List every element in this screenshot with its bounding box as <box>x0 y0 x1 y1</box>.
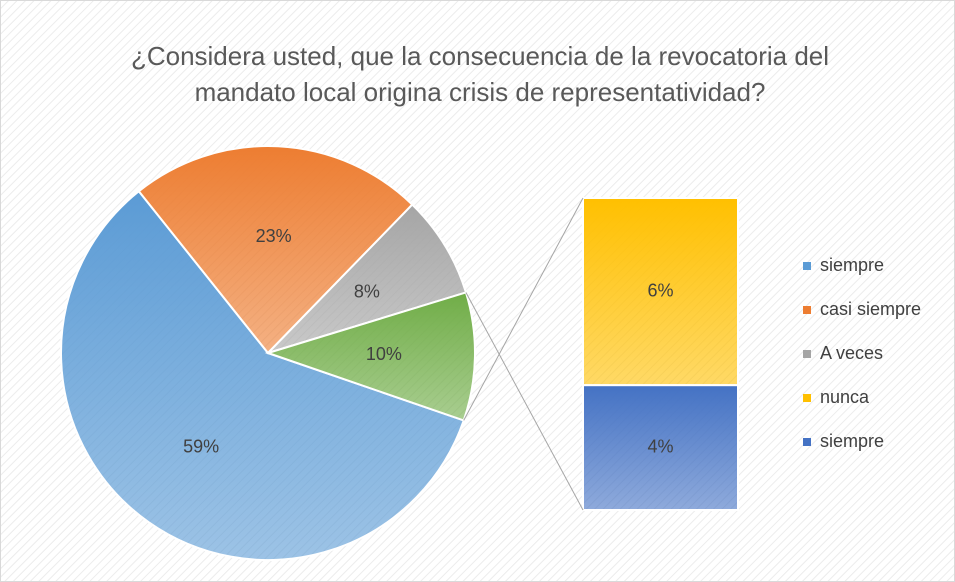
legend-swatch <box>803 438 811 446</box>
legend-label: siempre <box>820 431 884 451</box>
legend-swatch <box>803 262 811 270</box>
data-label: 4% <box>647 436 673 456</box>
data-label: 59% <box>183 436 219 456</box>
data-label: 10% <box>366 344 402 364</box>
chart-title: ¿Considera usted, que la consecuencia de… <box>130 41 830 107</box>
bar <box>582 197 739 387</box>
legend-label: casi siempre <box>820 299 921 319</box>
data-label: 8% <box>354 281 380 301</box>
legend-label: siempre <box>820 255 884 275</box>
data-label: 6% <box>647 280 673 300</box>
legend-swatch <box>803 350 811 358</box>
pie-slice <box>264 291 476 422</box>
pie-slice <box>60 189 465 561</box>
pie-slice <box>267 203 468 354</box>
connector-line <box>465 292 584 511</box>
connector-line <box>463 197 584 421</box>
legend-label: A veces <box>820 343 883 363</box>
legend-swatch <box>803 306 811 314</box>
legend-swatch <box>803 394 811 402</box>
pie-slice <box>137 145 414 355</box>
bar <box>582 384 739 512</box>
legend-label: nunca <box>820 387 870 407</box>
data-label: 23% <box>256 226 292 246</box>
